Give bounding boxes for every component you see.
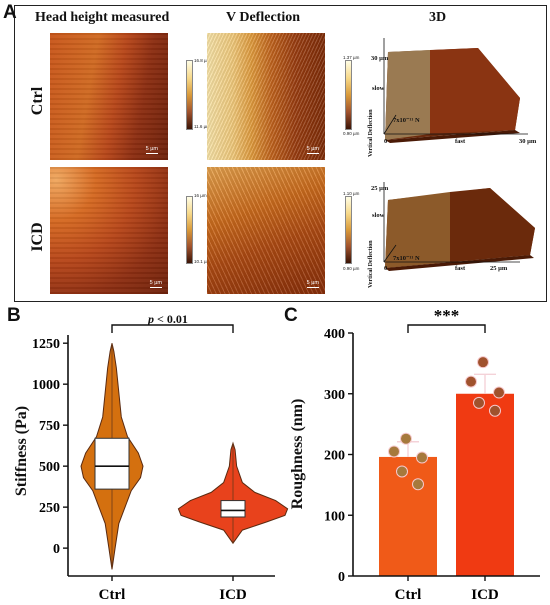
defl-colorbar-ctrl [345, 60, 352, 130]
y-tick-label: 100 [324, 509, 345, 524]
view3d-icd-fast: fast [455, 265, 466, 272]
scale-bar-icd-height: 5 µm [149, 280, 162, 288]
data-point [412, 478, 424, 491]
height-map-ctrl: 5 µm [50, 33, 168, 160]
x-tick-label: ICD [219, 587, 247, 603]
y-tick-label: 1250 [32, 337, 60, 352]
height-map-icd: 5 µm [50, 167, 168, 294]
data-point [477, 356, 489, 369]
view3d-ctrl-force: 7x10⁻¹¹ N [393, 117, 420, 124]
significance-bracket [407, 324, 486, 333]
scale-bar-ctrl-defl: 5 µm [306, 146, 319, 154]
y-tick-label: 200 [324, 449, 345, 464]
data-point [400, 432, 412, 445]
data-point [396, 465, 408, 478]
height-colorbar-icd [186, 196, 193, 264]
scale-bar-ctrl-height: 5 µm [145, 146, 158, 154]
view3d-icd [383, 182, 535, 271]
data-point [489, 404, 501, 417]
view3d-ctrl [383, 38, 528, 143]
col-title-height: Head height measured [35, 10, 170, 25]
y-tick-label: 250 [39, 501, 60, 516]
bar-icd [456, 393, 514, 576]
stiffness-violin-chart: 0 250 500 750 1000 1250 Ctrl ICD [32, 324, 289, 603]
row-label-icd: ICD [29, 222, 46, 252]
view3d-icd-force: 7x10⁻¹¹ N [393, 255, 420, 262]
y-tick-label: 750 [39, 419, 60, 434]
view3d-icd-y-extent: 25 µm [371, 185, 389, 192]
view3d-icd-zlabel: Vertical Deflection [368, 240, 374, 288]
p-symbol: p [148, 312, 154, 326]
panel-b-annotation: p < 0.01 [148, 312, 188, 327]
row-label-ctrl: Ctrl [29, 86, 46, 116]
data-point [388, 445, 400, 458]
y-tick-label: 300 [324, 388, 345, 403]
x-tick-label: Ctrl [395, 587, 422, 603]
data-point [465, 375, 477, 388]
panel-b-letter: B [7, 305, 21, 326]
roughness-bar-chart: 0 100 200 300 400 Ctrl ICD *** [324, 306, 540, 603]
height-colorbar-ctrl [186, 60, 193, 130]
view3d-icd-slow: slow [372, 212, 385, 219]
defl-cbar-top-ctrl: 1.37 µm [343, 55, 360, 60]
x-tick-label: ICD [471, 587, 499, 603]
defl-cbar-bottom-ctrl: 0.90 µm [343, 131, 360, 136]
data-point [473, 396, 485, 409]
defl-colorbar-icd [345, 196, 352, 264]
defl-cbar-bottom-icd: 0.90 µm [343, 266, 360, 271]
data-point [416, 451, 428, 464]
iqr-box [220, 500, 246, 518]
view3d-ctrl-fast: fast [455, 138, 466, 145]
significance-stars: *** [434, 306, 460, 325]
view3d-ctrl-y-extent: 30 µm [371, 55, 389, 62]
height-cbar-bottom-ctrl: 11.6 µm [194, 124, 211, 129]
height-cbar-bottom-icd: 10.1 µm [194, 259, 211, 264]
significance-bracket [111, 324, 234, 333]
x-tick-label: Ctrl [99, 587, 126, 603]
view3d-ctrl-slow: slow [372, 85, 385, 92]
p-threshold: < 0.01 [154, 312, 188, 326]
view3d-ctrl-zlabel: Vertical Deflection [368, 109, 374, 157]
bar-ctrl [379, 456, 437, 576]
panel-c-letter: C [284, 305, 298, 326]
height-cbar-top-ctrl: 16.8 µm [194, 58, 211, 63]
panel-a-frame [14, 5, 547, 302]
scale-bar-icd-defl: 5 µm [306, 280, 319, 288]
data-point [493, 386, 505, 399]
height-cbar-top-icd: 16 µm [194, 193, 207, 198]
y-tick-label: 1000 [32, 378, 60, 393]
view3d-ctrl-x-extent: 30 µm [519, 138, 537, 145]
defl-cbar-top-icd: 1.10 µm [343, 191, 360, 196]
y-tick-label: 500 [39, 460, 60, 475]
col-title-3d: 3D [429, 10, 447, 25]
panel-a-letter: A [3, 2, 17, 23]
iqr-box [94, 437, 130, 490]
y-tick-label: 400 [324, 327, 345, 342]
deflection-map-ctrl: 5 µm [207, 33, 325, 160]
deflection-map-icd: 5 µm [207, 167, 325, 294]
view3d-icd-origin: 0 [384, 265, 388, 272]
view3d-icd-x-extent: 25 µm [490, 265, 508, 272]
y-tick-label: 0 [338, 570, 345, 585]
y-tick-label: 0 [53, 542, 60, 557]
col-title-deflection: V Deflection [226, 10, 300, 25]
view3d-ctrl-origin: 0 [384, 138, 388, 145]
